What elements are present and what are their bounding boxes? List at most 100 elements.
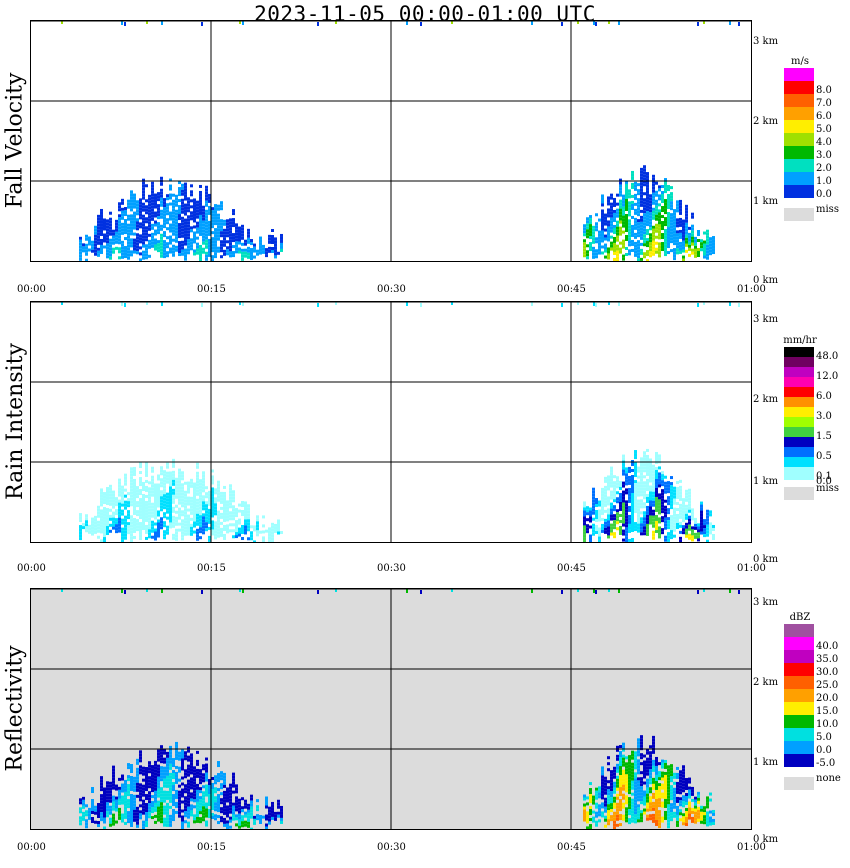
echo-cell	[649, 491, 652, 495]
echo-cell	[253, 243, 256, 247]
echo-cell	[634, 232, 637, 236]
echo-cell	[229, 783, 232, 787]
echo-cell	[211, 225, 214, 229]
echo-cell	[616, 211, 619, 215]
echo-cell	[640, 505, 643, 509]
echo-cell	[259, 239, 262, 243]
echo-cell	[217, 806, 220, 810]
noise-speckle	[335, 21, 337, 24]
echo-cell	[151, 816, 154, 820]
echo-cell	[706, 253, 709, 257]
echo-cell	[172, 458, 175, 462]
echo-cell	[85, 514, 88, 518]
echo-cell	[631, 786, 634, 790]
echo-cell	[598, 245, 601, 249]
echo-cell	[628, 514, 631, 518]
echo-cell	[160, 754, 163, 758]
echo-cell	[148, 794, 151, 798]
echo-cell	[673, 775, 676, 779]
echo-cell	[205, 212, 208, 216]
echo-cell	[613, 227, 616, 231]
echo-cell	[202, 486, 205, 490]
echo-cell	[589, 827, 592, 829]
echo-cell	[682, 768, 685, 772]
echo-cell	[235, 241, 238, 245]
echo-cell	[652, 744, 655, 748]
echo-cell	[178, 241, 181, 245]
echo-cell	[205, 209, 208, 213]
echo-cell	[205, 203, 208, 207]
echo-cell	[625, 189, 628, 193]
echo-cell	[166, 528, 169, 532]
echo-cell	[148, 505, 151, 509]
echo-cell	[661, 489, 664, 493]
echo-cell	[139, 513, 142, 517]
echo-cell	[172, 214, 175, 218]
echo-cell	[628, 770, 631, 774]
echo-cell	[115, 524, 118, 528]
echo-cell	[589, 809, 592, 813]
echo-cell	[628, 755, 631, 759]
echo-cell	[682, 786, 685, 790]
echo-cell	[223, 491, 226, 495]
echo-cell	[706, 817, 709, 821]
echo-cell	[79, 528, 82, 532]
noise-speckle	[451, 302, 453, 305]
echo-cell	[175, 221, 178, 225]
echo-cell	[157, 818, 160, 822]
echo-cell	[193, 204, 196, 208]
echo-cell	[223, 219, 226, 223]
echo-cell	[628, 478, 631, 482]
echo-cell	[709, 240, 712, 244]
echo-cell	[688, 506, 691, 510]
echo-cell	[202, 767, 205, 771]
echo-cell	[136, 773, 139, 777]
echo-cell	[616, 763, 619, 767]
echo-cell	[157, 800, 160, 804]
echo-cell	[637, 765, 640, 769]
echo-cell	[622, 499, 625, 503]
echo-cell	[199, 524, 202, 528]
echo-cell	[151, 493, 154, 497]
echo-cell	[184, 254, 187, 258]
echo-cell	[643, 255, 646, 259]
echo-cell	[595, 228, 598, 232]
echo-cell	[607, 780, 610, 784]
echo-cell	[256, 814, 259, 818]
echo-cell	[658, 532, 661, 536]
noise-speckle	[577, 21, 579, 24]
echo-cell	[127, 504, 130, 508]
echo-cell	[649, 515, 652, 519]
echo-cell	[622, 209, 625, 213]
echo-cell	[628, 189, 631, 193]
echo-cell	[709, 522, 712, 526]
echo-cell	[181, 752, 184, 756]
echo-cell	[172, 232, 175, 236]
echo-cell	[679, 485, 682, 489]
echo-cell	[673, 787, 676, 791]
echo-cell	[181, 764, 184, 768]
echo-cell	[592, 819, 595, 823]
echo-cell	[601, 784, 604, 788]
echo-cell	[682, 513, 685, 517]
echo-cell	[124, 809, 127, 813]
echo-cell	[607, 520, 610, 524]
echo-cell	[661, 801, 664, 805]
echo-cell	[112, 502, 115, 506]
echo-cell	[139, 792, 142, 796]
echo-cell	[676, 525, 679, 529]
echo-cell	[211, 520, 214, 524]
echo-cell	[217, 231, 220, 235]
echo-cell	[640, 532, 643, 536]
echo-cell	[640, 819, 643, 823]
echo-cell	[655, 457, 658, 461]
echo-cell	[598, 239, 601, 243]
echo-cell	[148, 502, 151, 506]
echo-cell	[625, 228, 628, 232]
echo-cell	[631, 502, 634, 506]
echo-cell	[175, 744, 178, 748]
echo-cell	[199, 500, 202, 504]
echo-cell	[688, 777, 691, 781]
echo-cell	[172, 479, 175, 483]
echo-cell	[214, 243, 217, 247]
